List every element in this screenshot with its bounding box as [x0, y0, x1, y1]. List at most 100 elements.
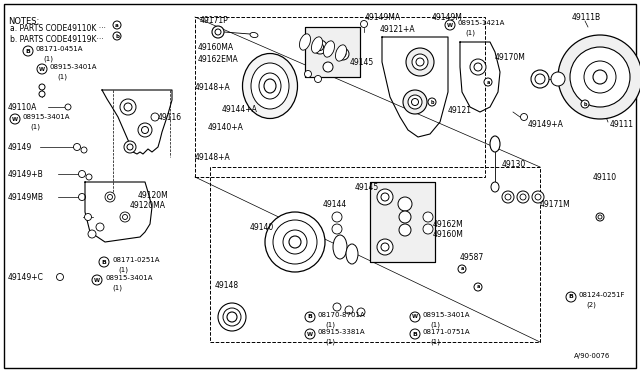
Text: W: W: [447, 22, 453, 28]
Circle shape: [520, 194, 526, 200]
Circle shape: [410, 312, 420, 322]
Bar: [305, 27, 360, 77]
Text: 49148: 49148: [215, 280, 239, 289]
Circle shape: [127, 144, 133, 150]
Circle shape: [377, 189, 393, 205]
Text: 08124-0251F: 08124-0251F: [579, 292, 625, 298]
Ellipse shape: [335, 45, 346, 61]
Text: 08915-1421A: 08915-1421A: [458, 20, 506, 26]
Circle shape: [474, 283, 482, 291]
Circle shape: [120, 212, 130, 222]
Circle shape: [79, 170, 86, 177]
Text: 08171-0251A: 08171-0251A: [112, 257, 159, 263]
Ellipse shape: [264, 79, 276, 93]
Ellipse shape: [323, 41, 335, 57]
Circle shape: [410, 329, 420, 339]
Circle shape: [517, 191, 529, 203]
Text: 49120MA: 49120MA: [130, 201, 166, 209]
Circle shape: [502, 191, 514, 203]
Circle shape: [333, 303, 341, 311]
Circle shape: [505, 194, 511, 200]
Bar: [195, 17, 485, 177]
Text: 49149MB: 49149MB: [8, 192, 44, 202]
Text: 49140+A: 49140+A: [208, 122, 244, 131]
Text: (1): (1): [112, 285, 122, 291]
Text: b. PARTS CODE49119K···: b. PARTS CODE49119K···: [10, 35, 104, 44]
Circle shape: [37, 64, 47, 74]
Ellipse shape: [333, 235, 347, 259]
Text: 49111: 49111: [610, 119, 634, 128]
Circle shape: [558, 35, 640, 119]
Text: 08171-0451A: 08171-0451A: [35, 46, 83, 52]
Circle shape: [79, 193, 86, 201]
Circle shape: [314, 76, 321, 83]
Text: (1): (1): [325, 322, 335, 328]
Text: (1): (1): [430, 339, 440, 345]
Circle shape: [305, 329, 315, 339]
Text: 49148+A: 49148+A: [195, 153, 231, 161]
Circle shape: [406, 48, 434, 76]
Circle shape: [265, 212, 325, 272]
Text: W: W: [307, 331, 313, 337]
Text: 49116: 49116: [158, 112, 182, 122]
Circle shape: [332, 224, 342, 234]
Circle shape: [317, 44, 323, 51]
Circle shape: [141, 126, 148, 134]
Text: a: a: [115, 22, 119, 28]
Circle shape: [323, 62, 333, 72]
Text: 49149+C: 49149+C: [8, 273, 44, 282]
Circle shape: [289, 236, 301, 248]
Text: W: W: [12, 116, 18, 122]
Circle shape: [218, 303, 246, 331]
Text: 49162EMA: 49162EMA: [198, 55, 239, 64]
Circle shape: [399, 224, 411, 236]
Circle shape: [593, 70, 607, 84]
Ellipse shape: [251, 63, 289, 109]
Circle shape: [484, 78, 492, 86]
Circle shape: [23, 46, 33, 56]
Circle shape: [138, 123, 152, 137]
Text: W: W: [412, 314, 418, 320]
Bar: [370, 182, 435, 262]
Circle shape: [445, 20, 455, 30]
Circle shape: [332, 212, 342, 222]
Circle shape: [535, 74, 545, 84]
Circle shape: [340, 51, 346, 57]
Text: 49145: 49145: [355, 183, 380, 192]
Circle shape: [598, 215, 602, 219]
Circle shape: [120, 99, 136, 115]
Circle shape: [99, 257, 109, 267]
Circle shape: [124, 141, 136, 153]
Text: 08915-3401A: 08915-3401A: [49, 64, 97, 70]
Text: B: B: [568, 295, 573, 299]
Ellipse shape: [243, 54, 298, 119]
Circle shape: [531, 70, 549, 88]
Circle shape: [65, 104, 71, 110]
Circle shape: [520, 113, 527, 121]
Circle shape: [212, 26, 224, 38]
Text: W: W: [94, 278, 100, 282]
Text: B: B: [308, 314, 312, 320]
Circle shape: [345, 306, 353, 314]
Text: 08915-3401A: 08915-3401A: [22, 114, 70, 120]
Circle shape: [532, 191, 544, 203]
Circle shape: [56, 273, 63, 280]
Circle shape: [313, 40, 327, 54]
Text: 49587: 49587: [460, 253, 484, 262]
Text: a: a: [460, 266, 464, 272]
Circle shape: [398, 197, 412, 211]
Text: (1): (1): [30, 124, 40, 130]
Circle shape: [399, 211, 411, 223]
Circle shape: [423, 224, 433, 234]
Circle shape: [10, 114, 20, 124]
Circle shape: [581, 100, 589, 108]
Circle shape: [108, 195, 113, 199]
Circle shape: [551, 72, 565, 86]
Bar: [305, 27, 360, 77]
Text: B: B: [413, 331, 417, 337]
Circle shape: [283, 230, 307, 254]
Circle shape: [381, 243, 389, 251]
Text: W: W: [39, 67, 45, 71]
Text: a: a: [486, 80, 490, 84]
Text: (1): (1): [465, 30, 475, 36]
